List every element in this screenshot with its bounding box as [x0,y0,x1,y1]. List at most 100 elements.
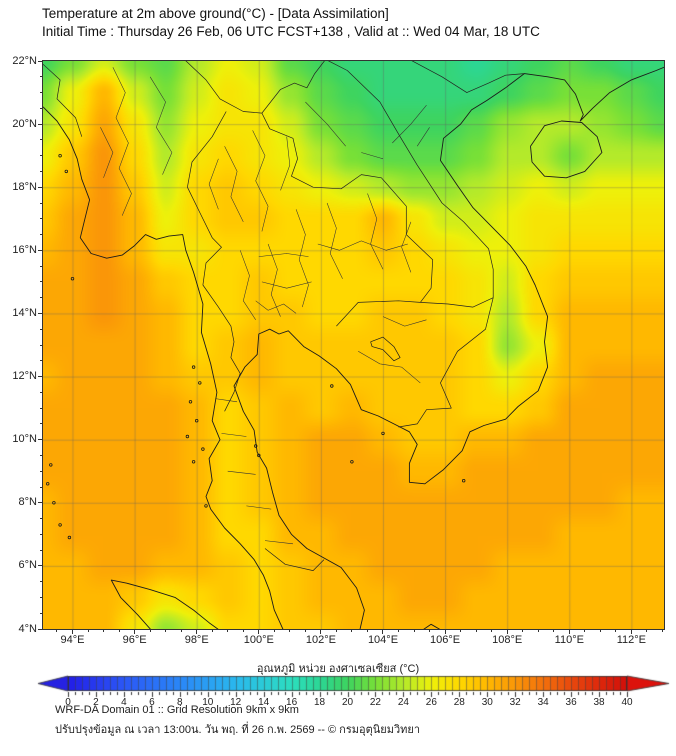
colorbar-tick-label: 22 [369,697,381,708]
y-axis-tick-label: 12°N [12,370,37,383]
colorbar-tick-label: 14 [258,697,270,708]
axis-tick [475,630,477,632]
axis-tick [211,630,213,632]
axis-tick [40,202,42,204]
axis-tick [40,218,42,220]
footer-domain-info: WRF-DA Domain 01 :: Grid Resolution 9km … [55,704,299,716]
footer-update-info: ปรับปรุงข้อมูล ณ เวลา 13:00น. วัน พฤ. ที… [55,724,420,736]
axis-tick [227,630,229,632]
axis-tick [118,630,120,632]
axis-tick [491,630,493,632]
x-axis-tick-label: 94°E [60,634,85,646]
colorbar-tick-label: 12 [230,697,242,708]
colorbar-tick-label: 2 [93,697,99,708]
axis-tick [38,60,42,62]
x-axis-tick-label: 100°E [243,634,274,646]
axis-tick [661,630,663,632]
axis-tick [646,630,648,632]
axis-tick [40,391,42,393]
axis-tick [180,630,182,632]
axis-tick [40,581,42,583]
colorbar-tick-label: 30 [481,697,493,708]
axis-tick [584,630,586,632]
axis-tick [40,234,42,236]
axis-tick [40,612,42,614]
y-axis-tick-label: 16°N [12,243,37,256]
axis-tick [599,630,601,632]
axis-tick [38,312,42,314]
colorbar-tick-label: 36 [565,697,577,708]
axis-tick [366,630,368,632]
axis-tick [40,407,42,409]
axis-tick [522,630,524,632]
axis-tick [40,486,42,488]
axis-tick [40,170,42,172]
axis-tick [40,454,42,456]
axis-tick [40,281,42,283]
y-axis-tick-label: 20°N [12,117,37,130]
axis-tick [38,628,42,630]
axis-tick [444,630,446,634]
page-subtitle: Initial Time : Thursday 26 Feb, 06 UTC F… [42,24,540,39]
y-axis-tick-label: 8°N [18,496,37,509]
axis-tick [351,630,353,632]
colorbar-tick-label: 20 [341,697,354,708]
x-axis-tick-label: 110°E [554,634,584,646]
axis-tick [38,376,42,378]
colorbar-tick-label: 18 [313,697,326,708]
axis-tick [38,186,42,188]
colorbar-tick-label: 26 [425,697,437,708]
axis-tick [40,76,42,78]
colorbar-tick-label: 34 [537,697,549,708]
map-frame [42,60,665,630]
colorbar-tick-label: 38 [593,697,605,708]
axis-tick [196,630,198,634]
axis-tick [40,549,42,551]
axis-tick [40,155,42,157]
y-axis-tick-label: 6°N [18,559,37,572]
colorbar-tick-label: 24 [397,697,409,708]
axis-tick [289,630,291,632]
colorbar-tick-label: 40 [621,697,633,708]
x-axis-tick-label: 106°E [430,634,461,646]
axis-tick [40,265,42,267]
x-axis-tick-label: 96°E [122,634,147,646]
colorbar-tick-label: 0 [65,697,71,708]
axis-tick [568,630,570,634]
axis-tick [40,92,42,94]
axis-tick [382,630,384,634]
y-axis-tick-label: 22°N [12,54,37,67]
axis-tick [537,630,539,632]
axis-tick [258,630,260,634]
colorbar-canvas [0,674,676,698]
x-axis-tick-label: 108°E [492,634,523,646]
axis-tick [165,630,167,632]
x-axis-tick-label: 98°E [184,634,209,646]
colorbar-tick-label: 4 [121,697,127,708]
axis-tick [71,630,73,634]
axis-tick [40,470,42,472]
colorbar-tick-label: 16 [286,697,298,708]
axis-tick [38,249,42,251]
axis-tick [38,123,42,125]
y-axis-tick-label: 10°N [12,433,37,446]
axis-tick [630,630,632,634]
y-axis-tick-label: 14°N [12,306,37,319]
colorbar-tick-label: 28 [453,697,465,708]
axis-tick [40,423,42,425]
y-axis-tick-label: 18°N [12,180,37,193]
axis-tick [273,630,275,632]
axis-tick [40,328,42,330]
colorbar-label: อุณหภูมิ หน่วย องศาเซลเซียส (°C) [256,663,420,675]
axis-tick [40,107,42,109]
axis-tick [38,439,42,441]
x-axis-tick-label: 104°E [367,634,399,646]
colorbar-tick-label: 32 [509,697,521,708]
page-title: Temperature at 2m above ground(°C) - [Da… [42,6,389,21]
axis-tick [320,630,322,634]
axis-tick [103,630,105,632]
axis-tick [40,518,42,520]
axis-tick [506,630,508,634]
axis-tick [40,360,42,362]
colorbar-tick-label: 8 [177,697,183,708]
